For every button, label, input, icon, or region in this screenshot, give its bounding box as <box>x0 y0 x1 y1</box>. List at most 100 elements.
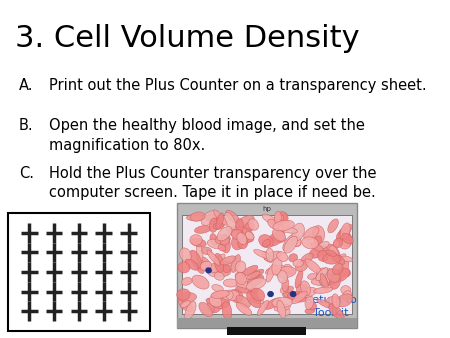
Ellipse shape <box>239 232 252 243</box>
Ellipse shape <box>231 235 244 250</box>
Ellipse shape <box>186 214 205 221</box>
Ellipse shape <box>275 213 287 226</box>
Ellipse shape <box>314 287 333 293</box>
Ellipse shape <box>247 271 260 280</box>
Ellipse shape <box>277 252 288 262</box>
Circle shape <box>268 292 273 296</box>
Ellipse shape <box>214 254 224 272</box>
Ellipse shape <box>323 273 333 283</box>
Ellipse shape <box>242 265 258 276</box>
Ellipse shape <box>220 237 230 245</box>
Ellipse shape <box>296 261 308 271</box>
Ellipse shape <box>272 297 292 308</box>
Ellipse shape <box>316 241 329 249</box>
Ellipse shape <box>180 248 191 262</box>
Ellipse shape <box>305 259 321 273</box>
Ellipse shape <box>218 245 226 251</box>
Ellipse shape <box>311 278 332 286</box>
Ellipse shape <box>323 254 341 264</box>
Ellipse shape <box>331 268 350 283</box>
Ellipse shape <box>192 275 209 289</box>
Ellipse shape <box>207 250 220 266</box>
Circle shape <box>206 268 211 273</box>
Ellipse shape <box>329 245 338 259</box>
Ellipse shape <box>236 295 250 308</box>
Ellipse shape <box>300 253 313 265</box>
Ellipse shape <box>273 220 294 231</box>
Ellipse shape <box>219 261 232 268</box>
Ellipse shape <box>180 300 190 308</box>
Ellipse shape <box>238 238 248 249</box>
Ellipse shape <box>292 223 305 241</box>
Text: 3. Cell Volume Density: 3. Cell Volume Density <box>15 24 360 53</box>
Ellipse shape <box>208 263 221 272</box>
Ellipse shape <box>246 278 266 290</box>
Ellipse shape <box>274 305 290 311</box>
Ellipse shape <box>305 308 315 314</box>
Ellipse shape <box>207 298 214 313</box>
Ellipse shape <box>214 272 224 280</box>
Ellipse shape <box>275 212 288 225</box>
Ellipse shape <box>282 221 290 228</box>
Ellipse shape <box>342 269 351 277</box>
Text: Hold the Plus Counter transparency over the
computer screen. Tape it in place if: Hold the Plus Counter transparency over … <box>49 166 376 200</box>
Ellipse shape <box>316 268 328 281</box>
Ellipse shape <box>262 214 277 224</box>
Ellipse shape <box>284 286 293 292</box>
Ellipse shape <box>232 230 243 240</box>
Ellipse shape <box>220 235 230 253</box>
Ellipse shape <box>181 277 192 285</box>
Ellipse shape <box>226 210 239 223</box>
Ellipse shape <box>328 244 341 262</box>
Ellipse shape <box>327 269 340 282</box>
Ellipse shape <box>262 239 270 247</box>
Ellipse shape <box>284 290 293 297</box>
Ellipse shape <box>284 236 297 253</box>
Ellipse shape <box>309 245 327 258</box>
Ellipse shape <box>339 224 352 237</box>
Text: B.: B. <box>19 118 33 133</box>
Ellipse shape <box>231 255 240 272</box>
Ellipse shape <box>251 288 265 301</box>
Ellipse shape <box>312 225 325 244</box>
Ellipse shape <box>209 295 222 307</box>
Ellipse shape <box>292 236 301 246</box>
Ellipse shape <box>295 270 303 288</box>
Ellipse shape <box>248 219 259 230</box>
Ellipse shape <box>201 257 214 274</box>
Ellipse shape <box>210 234 218 246</box>
Ellipse shape <box>266 264 275 282</box>
Ellipse shape <box>298 287 317 298</box>
Ellipse shape <box>205 215 220 221</box>
Ellipse shape <box>250 269 264 279</box>
Text: hp: hp <box>262 206 271 212</box>
Ellipse shape <box>341 286 351 294</box>
Ellipse shape <box>282 277 289 292</box>
Ellipse shape <box>342 233 353 244</box>
Ellipse shape <box>247 274 264 286</box>
Ellipse shape <box>326 296 339 304</box>
Ellipse shape <box>326 277 336 285</box>
Ellipse shape <box>235 272 247 285</box>
Ellipse shape <box>288 254 297 262</box>
Ellipse shape <box>275 267 296 278</box>
Ellipse shape <box>319 275 327 286</box>
Ellipse shape <box>211 303 221 313</box>
Ellipse shape <box>235 272 244 281</box>
Ellipse shape <box>212 285 223 292</box>
Ellipse shape <box>314 236 322 245</box>
Ellipse shape <box>293 259 303 267</box>
Ellipse shape <box>245 222 255 231</box>
Ellipse shape <box>214 210 227 225</box>
Ellipse shape <box>212 266 231 277</box>
FancyBboxPatch shape <box>227 327 306 335</box>
Ellipse shape <box>248 287 258 295</box>
Ellipse shape <box>272 235 285 243</box>
Ellipse shape <box>266 268 275 274</box>
Ellipse shape <box>297 284 308 295</box>
Ellipse shape <box>223 279 238 287</box>
Ellipse shape <box>235 261 246 273</box>
Ellipse shape <box>282 291 300 300</box>
Ellipse shape <box>333 264 343 274</box>
Ellipse shape <box>267 231 285 246</box>
